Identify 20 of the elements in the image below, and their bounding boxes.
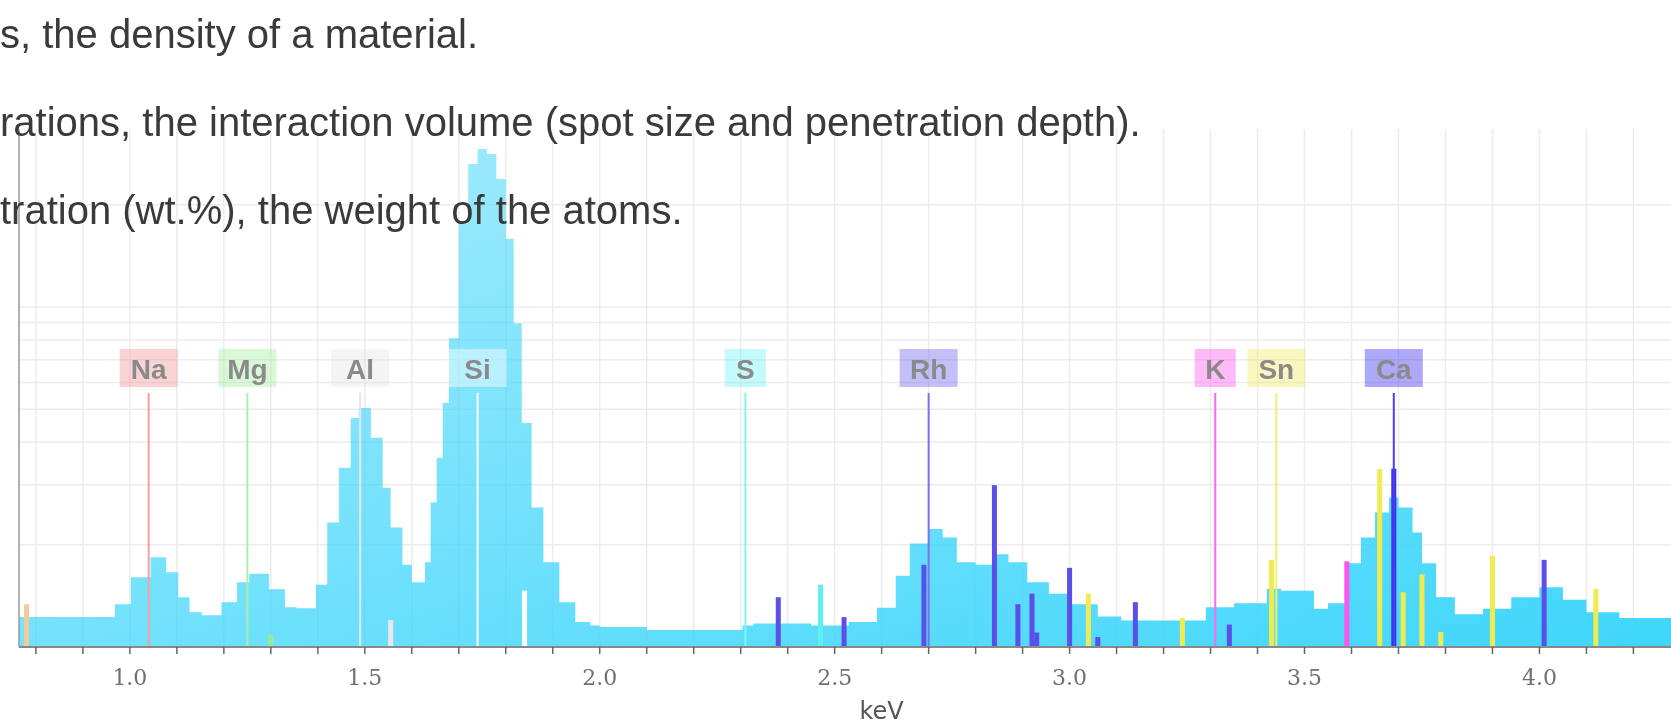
ref-line-label: K	[1205, 354, 1226, 386]
ref-line-label: Mg	[227, 354, 268, 386]
x-tick-label: 3.5	[1287, 665, 1323, 690]
ref-line-label: S	[736, 354, 755, 386]
x-tick-label: 4.0	[1521, 665, 1557, 690]
ref-line-label: Si	[464, 354, 491, 386]
ref-line-label: Rh	[909, 354, 948, 386]
ref-line-label: Na	[130, 354, 167, 386]
text: s, the density of a material.	[0, 12, 479, 56]
annotation: tration (wt.%), the weight of the atoms.	[0, 188, 683, 232]
x-tick-label: 1.5	[347, 665, 383, 690]
ref-line-label: Ca	[1375, 354, 1413, 386]
ref-line-label: Sn	[1258, 354, 1295, 386]
ref-line-label: Al	[346, 354, 375, 386]
x-tick-label: 2.5	[817, 665, 853, 690]
x-tick-label: 2.0	[582, 665, 618, 690]
x-axis-title: keV	[859, 697, 905, 725]
text: rations, the interaction volume (spot size and penetration depth).	[0, 100, 1141, 144]
x-tick-label: 1.0	[112, 665, 148, 690]
x-tick-label: 3.0	[1052, 665, 1088, 690]
